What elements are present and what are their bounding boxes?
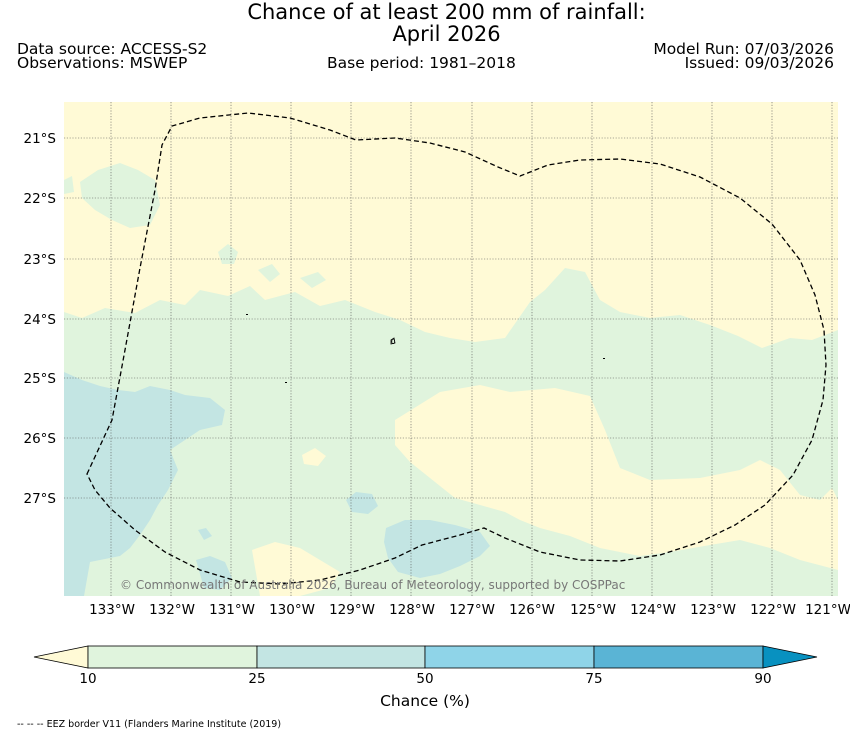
colorbar-bin-75-90 bbox=[593, 645, 764, 669]
region-25-50-blob-4 bbox=[198, 528, 212, 540]
issued: Issued: 09/03/2026 bbox=[684, 54, 834, 72]
islet-1 bbox=[246, 314, 248, 315]
islet-2 bbox=[285, 382, 287, 383]
region-below-10-patch-1 bbox=[302, 448, 326, 466]
lon-label: 123°W bbox=[690, 602, 736, 618]
colorbar-tick: 25 bbox=[248, 671, 265, 687]
region-10-25-northwest bbox=[80, 163, 160, 228]
title-line-1: Chance of at least 200 mm of rainfall: bbox=[247, 0, 646, 24]
observations: Observations: MSWEP bbox=[17, 54, 188, 72]
lon-label: 124°W bbox=[630, 602, 676, 618]
region-below-10-patch-2 bbox=[252, 542, 340, 596]
colorbar-extend-low bbox=[33, 645, 89, 669]
region-25-50-west bbox=[64, 372, 225, 596]
lat-labels: 21°S 22°S 23°S 24°S 25°S 26°S 27°S bbox=[24, 131, 57, 507]
lat-label: 21°S bbox=[24, 131, 57, 147]
lon-label: 131°W bbox=[209, 602, 255, 618]
island-label: 0 bbox=[391, 338, 395, 346]
colorbar-bin-50-75 bbox=[424, 645, 595, 669]
colorbar-tick: 75 bbox=[585, 671, 602, 687]
title-line-2: April 2026 bbox=[392, 22, 501, 46]
lon-label: 129°W bbox=[329, 602, 375, 618]
region-below-10-intrusion bbox=[395, 385, 838, 570]
probability-field bbox=[64, 102, 838, 596]
lon-label: 132°W bbox=[149, 602, 195, 618]
colorbar-extend-high bbox=[762, 645, 818, 669]
lon-label: 133°W bbox=[89, 602, 135, 618]
eez-border bbox=[86, 112, 827, 585]
lat-label: 23°S bbox=[24, 252, 57, 268]
lon-labels: 133°W 132°W 131°W 130°W 129°W 128°W 127°… bbox=[89, 602, 850, 618]
copyright: © Commonwealth of Australia 2026, Bureau… bbox=[120, 578, 625, 592]
lat-label: 24°S bbox=[24, 312, 57, 328]
model-run: Model Run: 07/03/2026 bbox=[653, 40, 834, 58]
lon-label: 122°W bbox=[750, 602, 796, 618]
lon-label: 125°W bbox=[570, 602, 616, 618]
eez-footnote: -- -- -- EEZ border V11 (Flanders Marine… bbox=[17, 719, 282, 730]
islet-3 bbox=[603, 358, 605, 359]
colorbar-tick: 10 bbox=[79, 671, 96, 687]
colorbar-bin-25-50 bbox=[256, 645, 426, 669]
colorbar-bin-10-25 bbox=[87, 645, 258, 669]
lon-label: 127°W bbox=[449, 602, 495, 618]
lon-label: 126°W bbox=[509, 602, 555, 618]
colorbar-label: Chance (%) bbox=[380, 692, 470, 710]
region-10-25-small-2 bbox=[258, 264, 280, 282]
base-period: Base period: 1981–2018 bbox=[327, 54, 516, 72]
colorbar-tick: 50 bbox=[416, 671, 433, 687]
lat-label: 27°S bbox=[24, 491, 57, 507]
graticule bbox=[64, 102, 838, 596]
colorbar: 10 25 50 75 90 Chance (%) bbox=[33, 645, 818, 710]
lon-label: 121°W bbox=[805, 602, 850, 618]
lat-label: 25°S bbox=[24, 371, 57, 387]
colorbar-tick: 90 bbox=[754, 671, 771, 687]
region-10-25-small-4 bbox=[64, 176, 74, 194]
region-25-50-blob-1 bbox=[346, 492, 378, 514]
region-10-25-patch-east bbox=[714, 346, 730, 360]
data-source: Data source: ACCESS-S2 bbox=[17, 40, 208, 58]
region-10-25-small-3 bbox=[300, 272, 326, 288]
island-outline bbox=[390, 337, 396, 345]
lon-label: 130°W bbox=[269, 602, 315, 618]
region-25-50-blob-3 bbox=[196, 556, 232, 590]
lon-label: 128°W bbox=[389, 602, 435, 618]
lat-label: 26°S bbox=[24, 431, 57, 447]
lat-label: 22°S bbox=[24, 191, 57, 207]
